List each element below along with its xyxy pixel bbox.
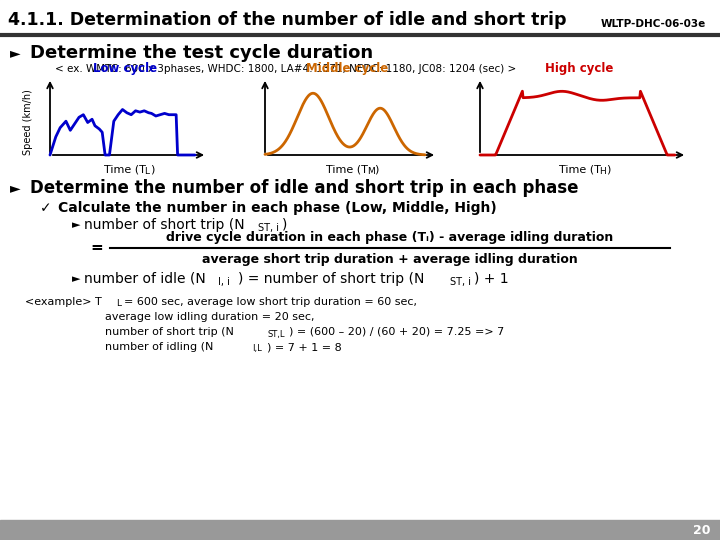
Text: number of idle (N: number of idle (N (84, 272, 206, 286)
Text: Time (T: Time (T (559, 164, 600, 174)
Text: ) + 1: ) + 1 (474, 272, 508, 286)
Text: 4.1.1. Determination of the number of idle and short trip: 4.1.1. Determination of the number of id… (8, 11, 567, 29)
Text: =: = (90, 240, 103, 255)
Text: High cycle: High cycle (545, 62, 613, 75)
Text: number of short trip (N: number of short trip (N (84, 218, 245, 232)
Text: Calculate the number in each phase (Low, Middle, High): Calculate the number in each phase (Low,… (58, 201, 497, 215)
Text: Middle cycle: Middle cycle (306, 62, 388, 75)
Text: ►: ► (10, 46, 21, 60)
Text: ): ) (606, 164, 611, 174)
Text: M: M (367, 166, 374, 176)
Text: ) = 7 + 1 = 8: ) = 7 + 1 = 8 (267, 342, 342, 352)
Text: ST, i: ST, i (450, 277, 471, 287)
Text: ): ) (150, 164, 155, 174)
Text: Time (T: Time (T (104, 164, 145, 174)
Text: I, i: I, i (218, 277, 230, 287)
Text: Determine the number of idle and short trip in each phase: Determine the number of idle and short t… (30, 179, 578, 197)
Text: Speed (km/h): Speed (km/h) (23, 90, 33, 156)
Text: ✓: ✓ (40, 201, 52, 215)
Text: ►: ► (10, 181, 21, 195)
Text: average low idling duration = 20 sec,: average low idling duration = 20 sec, (105, 312, 315, 322)
Text: ST,L: ST,L (267, 329, 284, 339)
Text: 20: 20 (693, 523, 710, 537)
Text: ) = (600 – 20) / (60 + 20) = 7.25 => 7: ) = (600 – 20) / (60 + 20) = 7.25 => 7 (289, 327, 504, 337)
Text: ►: ► (72, 220, 81, 230)
Text: Time (T: Time (T (326, 164, 368, 174)
Text: ) = number of short trip (N: ) = number of short trip (N (238, 272, 424, 286)
Text: < ex. WMTC: 600 x 3phases, WHDC: 1800, LA#4: 1371, NEDC: 1180, JC08: 1204 (sec) : < ex. WMTC: 600 x 3phases, WHDC: 1800, L… (55, 64, 516, 74)
Text: <example> T: <example> T (25, 297, 102, 307)
Text: ): ) (374, 164, 379, 174)
Text: number of idling (N: number of idling (N (105, 342, 213, 352)
Text: ►: ► (72, 274, 81, 284)
Bar (0, 520, 720, 540)
Text: = 600 sec, average low short trip duration = 60 sec,: = 600 sec, average low short trip durati… (124, 297, 417, 307)
Text: average short trip duration + average idling duration: average short trip duration + average id… (202, 253, 578, 266)
Text: ST, i: ST, i (258, 223, 279, 233)
Text: Determine the test cycle duration: Determine the test cycle duration (30, 44, 373, 62)
Text: L: L (116, 300, 121, 308)
Text: H: H (600, 166, 606, 176)
Text: I,L: I,L (252, 345, 262, 354)
Text: drive cycle duration in each phase (Tᵢ) - average idling duration: drive cycle duration in each phase (Tᵢ) … (166, 231, 613, 244)
Text: L: L (145, 166, 150, 176)
Text: WLTP-DHC-06-03e: WLTP-DHC-06-03e (600, 19, 706, 29)
Text: Low cycle: Low cycle (94, 62, 158, 75)
Text: ): ) (282, 218, 287, 232)
Text: number of short trip (N: number of short trip (N (105, 327, 234, 337)
